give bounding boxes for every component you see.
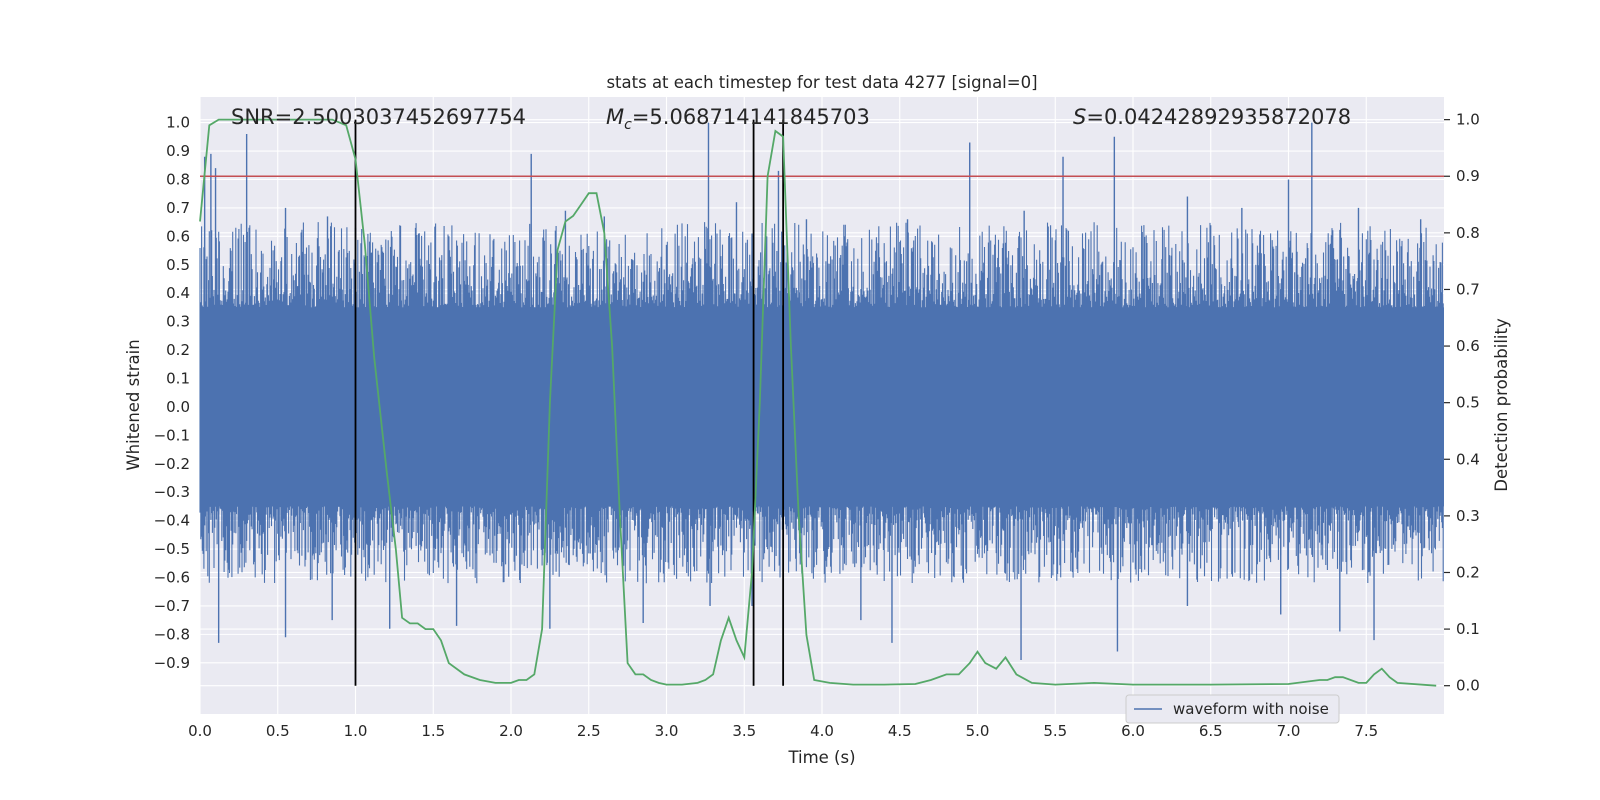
waveform-series	[199, 122, 1444, 660]
y-right-tick-label: 0.3	[1456, 507, 1480, 525]
waveform-core	[200, 307, 1444, 507]
x-axis-label: Time (s)	[787, 748, 855, 767]
legend-box	[1125, 694, 1340, 724]
x-tick-label: 2.0	[499, 722, 523, 740]
y-right-tick-label: 1.0	[1456, 111, 1480, 129]
y-right-tick-label: 0.6	[1456, 337, 1480, 355]
x-tick-label: 3.0	[655, 722, 679, 740]
legend: waveform with noise	[1125, 694, 1340, 724]
y-left-tick-label: −0.3	[154, 483, 190, 501]
y-right-tick-label: 0.7	[1456, 280, 1480, 298]
probability-series	[199, 118, 1437, 687]
y-left-tick-label: 0.8	[166, 170, 190, 188]
y-left-tick-label: −0.5	[154, 540, 190, 558]
y-left-tick-label: −0.4	[154, 512, 190, 530]
chart-title: stats at each timestep for test data 427…	[606, 73, 1037, 92]
y-left-tick-label: 0.5	[166, 256, 190, 274]
vertical-markers	[354, 119, 785, 686]
y-left-tick-label: −0.6	[154, 569, 190, 587]
y-left-tick-label: 0.3	[166, 313, 190, 331]
y-right-tick-label: 0.1	[1456, 620, 1480, 638]
x-tick-label: 6.5	[1199, 722, 1223, 740]
s-annotation: S=0.04242892935872078	[1073, 105, 1351, 129]
y-left-tick-label: −0.7	[154, 597, 190, 615]
x-tick-label: 4.5	[888, 722, 912, 740]
x-tick-label: 0.0	[188, 722, 212, 740]
y-left-tick-label: −0.9	[154, 654, 190, 672]
x-tick-label: 6.0	[1121, 722, 1145, 740]
x-tick-label: 7.0	[1277, 722, 1301, 740]
chirp-mass-symbol: M	[606, 105, 624, 129]
x-tick-label: 2.5	[577, 722, 601, 740]
y-left-tick-label: 0.0	[166, 398, 190, 416]
x-tick-label: 0.5	[266, 722, 290, 740]
x-tick-label: 3.5	[732, 722, 756, 740]
snr-annotation: SNR=2.5003037452697754	[231, 105, 526, 129]
s-symbol: S	[1073, 105, 1086, 129]
x-tick-label: 7.5	[1354, 722, 1378, 740]
s-value: =0.04242892935872078	[1086, 105, 1351, 129]
x-tick-label: 1.0	[344, 722, 368, 740]
y-left-tick-label: 0.2	[166, 341, 190, 359]
x-tick-label: 4.0	[810, 722, 834, 740]
y-right-tick-label: 0.5	[1456, 394, 1480, 412]
y-left-tick-label: −0.1	[154, 426, 190, 444]
probability-line	[199, 118, 1437, 687]
x-tick-label: 5.0	[966, 722, 990, 740]
y-left-axis-label: Whitened strain	[124, 339, 143, 470]
y-right-tick-label: 0.4	[1456, 450, 1480, 468]
y-left-tick-label: 0.4	[166, 284, 190, 302]
chirp-mass-subscript: c	[624, 117, 632, 133]
y-left-axis-ticks: −0.9 −0.8 −0.7 −0.6 −0.5 −0.4 −0.3 −0.2 −0.1 0.0 0…	[154, 114, 190, 672]
y-left-tick-label: 1.0	[166, 114, 190, 132]
x-axis-ticks: 0.0 0.5 1.0 1.5 2.0 2.5 3.0 3.5 4.0 4.5 5.0 5.5 6.0 6…	[188, 722, 1378, 740]
y-left-tick-label: −0.8	[154, 625, 190, 643]
y-left-tick-label: 0.1	[166, 369, 190, 387]
legend-label: waveform with noise	[1173, 700, 1329, 718]
y-right-tick-label: 0.8	[1456, 224, 1480, 242]
y-left-tick-label: 0.7	[166, 199, 190, 217]
y-right-axis-ticks: 0.0 0.1 0.2 0.3 0.4 0.5 0.6 0.7 0.8 0.9 1.0	[1444, 111, 1480, 695]
chirp-mass-value: =5.068714141845703	[632, 105, 870, 129]
y-right-tick-label: 0.2	[1456, 563, 1480, 581]
x-tick-label: 5.5	[1043, 722, 1067, 740]
y-left-tick-label: 0.9	[166, 142, 190, 160]
chirp-mass-annotation: Mc=5.068714141845703	[606, 105, 870, 133]
y-right-tick-label: 0.0	[1456, 677, 1480, 695]
y-left-tick-label: −0.2	[154, 455, 190, 473]
x-tick-label: 1.5	[421, 722, 445, 740]
y-right-axis-label: Detection probability	[1492, 318, 1511, 492]
y-right-tick-label: 0.9	[1456, 167, 1480, 185]
y-left-tick-label: 0.6	[166, 227, 190, 245]
